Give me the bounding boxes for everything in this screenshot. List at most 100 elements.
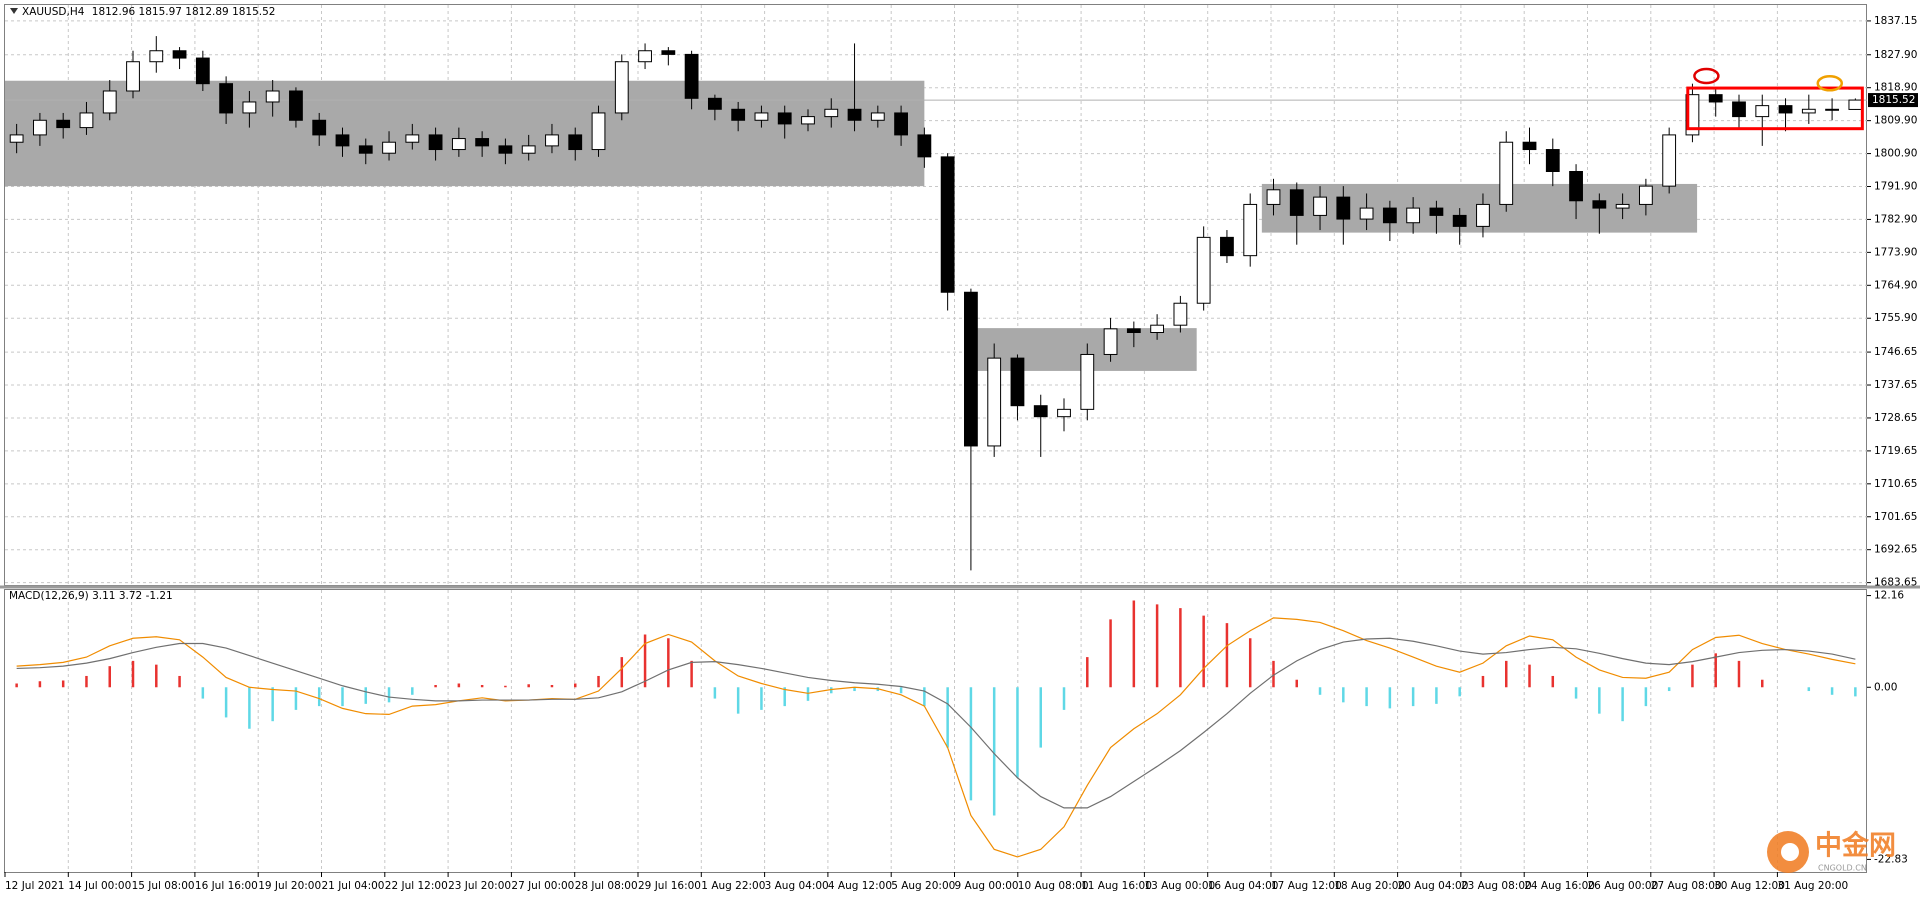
price-zone: [5, 80, 925, 187]
candle-body: [1196, 236, 1211, 304]
candle-body: [777, 112, 792, 125]
candle-body: [1313, 196, 1327, 216]
y-tick-label: 1683.65: [1874, 577, 1917, 589]
candle-body: [451, 138, 466, 151]
y-tick-label: 1837.15: [1874, 15, 1917, 27]
candle-body: [1662, 134, 1677, 187]
candle-body: [289, 90, 303, 121]
x-tick-label: 11 Aug 16:00: [1081, 880, 1152, 892]
y-tick-label: 1827.90: [1874, 49, 1917, 61]
current-price-box: [1868, 93, 1918, 108]
last-open: 1812.96: [92, 6, 136, 18]
candle-body: [1592, 200, 1607, 209]
y-tick-label: 1782.90: [1874, 213, 1917, 225]
candle-body: [661, 50, 676, 55]
candle-body: [1220, 236, 1234, 257]
y-tick-label: 1800.90: [1874, 148, 1917, 160]
candle-body: [1569, 170, 1583, 202]
last-low: 1812.89: [185, 6, 228, 18]
marker-ellipse: [1816, 75, 1844, 92]
x-tick-label: 15 Jul 08:00: [132, 880, 195, 892]
x-tick-label: 5 Aug 20:00: [891, 880, 955, 892]
y-tick-label: 1791.90: [1874, 181, 1917, 193]
candle-body: [1848, 99, 1863, 110]
y-tick-label: 1728.65: [1874, 412, 1917, 424]
x-tick-label: 24 Aug 16:00: [1524, 880, 1595, 892]
candle-body: [1010, 357, 1025, 407]
candle-body: [521, 145, 536, 154]
candle-body: [894, 112, 908, 136]
macd-label: MACD(12,26,9): [9, 590, 89, 602]
x-tick-label: 12 Jul 2021: [5, 880, 64, 892]
candle-body: [1080, 353, 1095, 410]
y-tick-label: 1719.65: [1874, 445, 1917, 457]
macd-value: 3.11: [92, 590, 115, 602]
y-tick-label: 12.16: [1874, 590, 1904, 602]
candle-body: [1359, 207, 1374, 220]
candle-body: [987, 357, 1002, 447]
x-tick-label: 10 Aug 08:00: [1018, 880, 1089, 892]
candle-body: [1266, 189, 1281, 205]
candle-body: [149, 50, 164, 63]
candle-body: [1289, 189, 1304, 216]
candle-body: [405, 134, 420, 143]
candle-body: [731, 108, 746, 121]
x-tick-label: 23 Jul 20:00: [448, 880, 511, 892]
candle-body: [428, 134, 443, 151]
candle-body: [1755, 105, 1770, 118]
x-tick-label: 17 Aug 12:00: [1271, 880, 1342, 892]
x-tick-label: 27 Aug 08:00: [1651, 880, 1722, 892]
candle-body: [614, 61, 629, 114]
y-tick-label: 1746.65: [1874, 346, 1917, 358]
candle-body: [1173, 302, 1188, 326]
candle-body: [638, 50, 652, 63]
candle-body: [126, 61, 140, 92]
x-tick-label: 29 Jul 16:00: [638, 880, 701, 892]
x-tick-label: 9 Aug 00:00: [955, 880, 1019, 892]
candle-body: [1452, 214, 1467, 227]
x-tick-label: 1 Aug 22:00: [701, 880, 765, 892]
candle-body: [335, 134, 350, 147]
candle-body: [1615, 203, 1630, 209]
watermark-logo-inner: [1781, 843, 1799, 861]
candle-body: [195, 57, 210, 85]
candle-body: [498, 145, 513, 154]
macd-header: MACD(12,26,9) 3.11 3.72 -1.21: [9, 590, 173, 602]
candle-body: [870, 112, 885, 121]
y-tick-label: 1692.65: [1874, 544, 1917, 556]
x-tick-label: 21 Jul 04:00: [322, 880, 385, 892]
symbol-menu-icon[interactable]: [10, 8, 18, 14]
candle-body: [102, 90, 117, 114]
y-tick-label: 1809.90: [1874, 115, 1917, 127]
candle-body: [1545, 149, 1560, 172]
candle-body: [754, 112, 769, 121]
y-tick-label: 1818.90: [1874, 82, 1917, 94]
candle-body: [382, 141, 396, 154]
macd-line: [16, 617, 1856, 858]
candle-body: [56, 119, 71, 129]
candle-body: [591, 112, 606, 151]
watermark-name: 中金网: [1815, 830, 1896, 862]
candle-body: [1476, 203, 1490, 227]
x-tick-label: 18 Aug 20:00: [1334, 880, 1405, 892]
y-tick-label: 1773.90: [1874, 246, 1917, 258]
y-tick-label: 1755.90: [1874, 312, 1917, 324]
candle-body: [1382, 207, 1397, 224]
candle-body: [1638, 185, 1653, 205]
x-tick-label: 14 Jul 00:00: [68, 880, 131, 892]
candle-body: [1336, 196, 1351, 220]
x-tick-label: 20 Aug 04:00: [1398, 880, 1469, 892]
candle-body: [1732, 101, 1746, 118]
candle-body: [1708, 94, 1723, 103]
x-tick-label: 23 Aug 08:00: [1461, 880, 1532, 892]
x-tick-label: 3 Aug 04:00: [765, 880, 829, 892]
candle-body: [79, 112, 94, 129]
x-tick-label: 28 Jul 08:00: [575, 880, 638, 892]
x-tick-label: 22 Jul 12:00: [385, 880, 448, 892]
candle-body: [219, 83, 234, 114]
x-tick-label: 19 Jul 20:00: [258, 880, 321, 892]
x-tick-label: 13 Aug 00:00: [1144, 880, 1215, 892]
current-price-label: 1815.52: [1872, 94, 1915, 106]
candle-body: [242, 101, 257, 114]
